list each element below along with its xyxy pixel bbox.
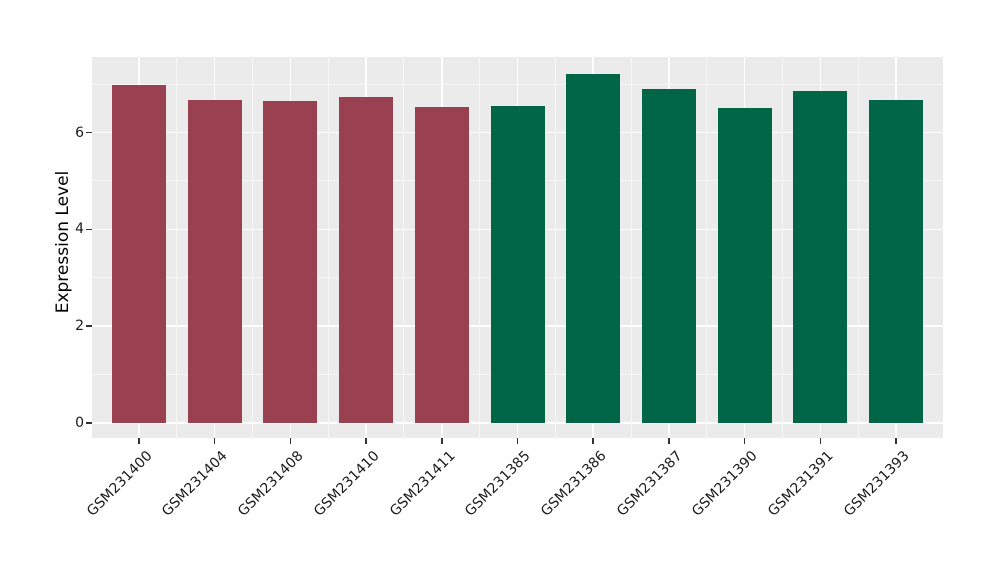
gridline-minor-x-1 xyxy=(252,57,254,438)
x-tick-mark-GSM231391 xyxy=(819,438,822,444)
x-tick-label-GSM231390: GSM231390 xyxy=(689,448,761,520)
x-tick-mark-GSM231410 xyxy=(365,438,367,444)
y-tick-mark-2 xyxy=(86,325,92,327)
x-tick-label-GSM231387: GSM231387 xyxy=(613,448,686,520)
gridline-minor-x-7 xyxy=(706,57,708,438)
x-tick-mark-GSM231385 xyxy=(516,438,519,444)
x-tick-label-GSM231391: GSM231391 xyxy=(765,448,837,520)
y-axis-title-text: Expression Level xyxy=(53,170,73,314)
x-tick-label-GSM231411: GSM231411 xyxy=(386,448,459,520)
x-tick-label-GSM231400: GSM231400 xyxy=(83,448,156,520)
y-tick-mark-4 xyxy=(86,228,92,231)
bar-GSM231391 xyxy=(793,91,848,423)
x-tick-mark-GSM231400 xyxy=(138,438,140,444)
x-tick-mark-GSM231390 xyxy=(743,438,746,444)
y-tick-label-2: 2 xyxy=(75,318,84,335)
gridline-minor-x-2 xyxy=(327,57,329,438)
bar-GSM231385 xyxy=(490,106,545,423)
x-tick-mark-GSM231387 xyxy=(668,438,670,444)
gridline-minor-x-6 xyxy=(630,57,632,438)
x-tick-label-GSM231408: GSM231408 xyxy=(235,448,307,520)
bar-GSM231410 xyxy=(339,96,394,423)
gridline-minor-x-9 xyxy=(857,57,859,438)
x-tick-label-GSM231404: GSM231404 xyxy=(159,448,232,520)
x-tick-mark-GSM231393 xyxy=(895,438,897,444)
x-tick-mark-GSM231404 xyxy=(213,438,216,444)
gridline-minor-x-8 xyxy=(781,57,783,438)
y-tick-mark-6 xyxy=(86,131,92,134)
plot-panel xyxy=(92,57,943,438)
gridline-minor-x-5 xyxy=(554,57,556,438)
gridline-minor-x-3 xyxy=(403,57,405,438)
bar-GSM231390 xyxy=(717,107,772,423)
y-tick-label-0: 0 xyxy=(75,414,84,431)
bar-GSM231387 xyxy=(641,89,696,423)
x-tick-label-GSM231410: GSM231410 xyxy=(310,448,383,520)
bar-GSM231393 xyxy=(869,100,923,423)
y-tick-label-6: 6 xyxy=(75,124,84,141)
x-tick-label-GSM231393: GSM231393 xyxy=(840,448,913,520)
gridline-minor-x-0 xyxy=(176,57,178,438)
x-tick-label-GSM231385: GSM231385 xyxy=(462,448,534,520)
y-tick-mark-0 xyxy=(86,422,92,424)
x-tick-label-GSM231386: GSM231386 xyxy=(537,448,610,520)
bar-GSM231400 xyxy=(112,85,166,423)
y-tick-label-4: 4 xyxy=(75,221,84,238)
bar-GSM231386 xyxy=(566,73,621,423)
gridline-minor-x-4 xyxy=(479,57,481,438)
bar-GSM231408 xyxy=(263,101,318,423)
x-tick-mark-GSM231411 xyxy=(441,438,443,444)
x-tick-mark-GSM231386 xyxy=(592,438,594,444)
bar-GSM231404 xyxy=(187,100,242,423)
x-tick-mark-GSM231408 xyxy=(289,438,292,444)
bar-GSM231411 xyxy=(414,106,469,423)
